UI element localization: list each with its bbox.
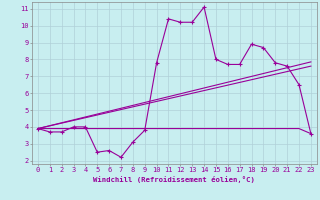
X-axis label: Windchill (Refroidissement éolien,°C): Windchill (Refroidissement éolien,°C) [93,176,255,183]
